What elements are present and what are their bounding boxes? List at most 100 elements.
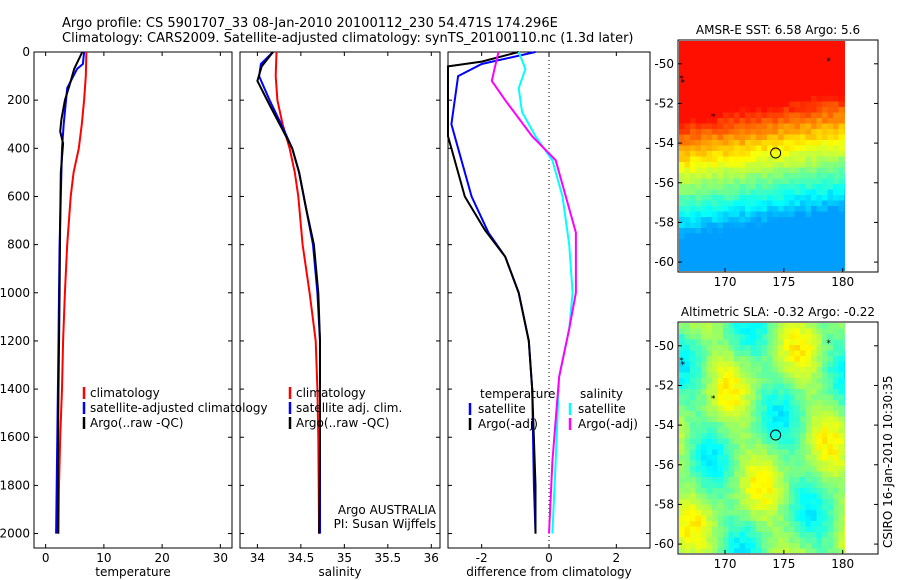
amsr_sst-grid-cell [783, 184, 790, 190]
altimetric_sla-grid-cell [783, 438, 790, 445]
altimetric_sla-grid-cell [822, 526, 828, 533]
amsr_sst-grid-cell [838, 261, 845, 267]
altimetric_sla-grid-cell [800, 328, 806, 335]
amsr_sst-grid-cell [723, 178, 729, 185]
altimetric_sla-grid-cell [844, 548, 845, 553]
altimetric_sla-grid-cell [701, 466, 707, 472]
altimetric_sla-grid-cell [717, 345, 724, 351]
altimetric_sla-grid-cell [717, 356, 724, 362]
altimetric_sla-grid-cell [778, 471, 784, 478]
altimetric_sla-grid-cell [833, 356, 839, 362]
altimetric_sla-grid-cell [761, 521, 768, 527]
altimetric_sla-grid-cell [750, 372, 757, 379]
altimetric_sla-grid-cell [772, 477, 779, 483]
amsr_sst-grid-cell [800, 79, 806, 86]
altimetric_sla-grid-cell [679, 477, 685, 483]
altimetric_sla-grid-cell [756, 444, 762, 450]
altimetric_sla-grid-cell [723, 345, 729, 351]
amsr_sst-grid-cell [811, 101, 817, 108]
amsr_sst-ytick-label: -56 [654, 176, 674, 190]
altimetric_sla-grid-cell [805, 482, 812, 489]
amsr_sst-grid-cell [783, 140, 790, 146]
altimetric_sla-grid-cell [822, 328, 828, 335]
altimetric_sla-grid-cell [712, 471, 718, 478]
amsr_sst-grid-cell [805, 266, 812, 271]
altimetric_sla-grid-cell [717, 493, 724, 500]
amsr_sst-grid-cell [750, 57, 757, 64]
amsr_sst-grid-cell [728, 156, 735, 163]
amsr_sst-grid-cell [745, 134, 751, 141]
amsr_sst-grid-cell [794, 184, 801, 190]
amsr_sst-grid-cell [690, 167, 696, 174]
amsr_sst-grid-cell [679, 250, 685, 256]
amsr_sst-grid-cell [844, 79, 845, 86]
altimetric_sla-grid-cell [805, 504, 812, 511]
amsr_sst-grid-cell [739, 57, 746, 64]
altimetric_sla-grid-cell [701, 449, 707, 456]
amsr_sst-grid-cell [783, 162, 790, 168]
amsr_sst-grid-cell [679, 189, 685, 196]
altimetric_sla-grid-cell [706, 493, 713, 500]
altimetric_sla-grid-cell [838, 504, 845, 511]
amsr_sst-grid-cell [767, 134, 773, 141]
altimetric_sla-grid-cell [690, 537, 696, 544]
altimetric_sla-grid-cell [772, 488, 779, 494]
amsr_sst-grid-cell [734, 79, 740, 86]
altimetric_sla-grid-cell [838, 521, 845, 527]
altimetric_sla-grid-cell [734, 367, 740, 373]
altimetric_sla-grid-cell [701, 394, 707, 401]
altimetric_sla-grid-cell [701, 361, 707, 368]
amsr_sst-grid-cell [811, 162, 817, 168]
altimetric_sla-grid-cell [772, 411, 779, 417]
altimetric_sla-grid-cell [690, 504, 696, 511]
altimetric_sla-grid-cell [816, 482, 823, 489]
amsr_sst-grid-cell [712, 222, 718, 229]
amsr_sst-grid-cell [827, 250, 834, 256]
altimetric_sla-grid-cell [745, 477, 751, 483]
altimetric_sla-grid-cell [772, 471, 779, 478]
amsr_sst-grid-cell [838, 46, 845, 53]
amsr_sst-grid-cell [679, 145, 685, 152]
altimetric_sla-xtick-label: 175 [772, 557, 795, 571]
amsr_sst-grid-cell [734, 46, 740, 53]
altimetric_sla-grid-cell [783, 482, 790, 489]
amsr_sst-grid-cell [805, 217, 812, 223]
altimetric_sla-grid-cell [816, 361, 823, 368]
altimetric_sla-grid-cell [723, 548, 729, 553]
altimetric_sla-grid-cell [706, 389, 713, 395]
amsr_sst-grid-cell [739, 85, 746, 91]
altimetric_sla-grid-cell [811, 416, 817, 423]
amsr_sst-grid-cell [789, 96, 795, 102]
altimetric_sla-grid-cell [756, 345, 762, 351]
amsr_sst-grid-cell [745, 74, 751, 80]
altimetric_sla-grid-cell [756, 515, 762, 522]
amsr_sst-grid-cell [739, 156, 746, 163]
altimetric_sla-grid-cell [816, 537, 823, 544]
amsr_sst-grid-cell [690, 41, 696, 47]
altimetric_sla-grid-cell [739, 548, 746, 553]
amsr_sst-grid-cell [706, 90, 713, 97]
amsr_sst-grid-cell [844, 90, 845, 97]
amsr_sst-grid-cell [805, 79, 812, 86]
amsr_sst-grid-cell [794, 211, 801, 218]
altimetric_sla-grid-cell [756, 521, 762, 527]
amsr_sst-grid-cell [734, 250, 740, 256]
amsr_sst-grid-cell [695, 68, 702, 75]
altimetric_sla-grid-cell [712, 526, 718, 533]
temperature-ytick-label: 1200 [0, 334, 30, 348]
altimetric_sla-grid-cell [794, 367, 801, 373]
amsr_sst-grid-cell [794, 41, 801, 47]
amsr_sst-grid-cell [816, 74, 823, 80]
amsr_sst-grid-cell [767, 228, 773, 234]
altimetric_sla-grid-cell [800, 510, 806, 516]
amsr_sst-grid-cell [679, 118, 685, 124]
salinity-series-argo-raw-qc- [256, 51, 321, 534]
amsr_sst-grid-cell [739, 200, 746, 207]
altimetric_sla-grid-cell [805, 389, 812, 395]
amsr_sst-grid-cell [800, 123, 806, 130]
amsr_sst-grid-cell [844, 222, 845, 229]
altimetric_sla-grid-cell [679, 411, 685, 417]
amsr_sst-grid-cell [833, 255, 839, 262]
amsr_sst-grid-cell [728, 63, 735, 69]
amsr_sst-grid-cell [712, 189, 718, 196]
